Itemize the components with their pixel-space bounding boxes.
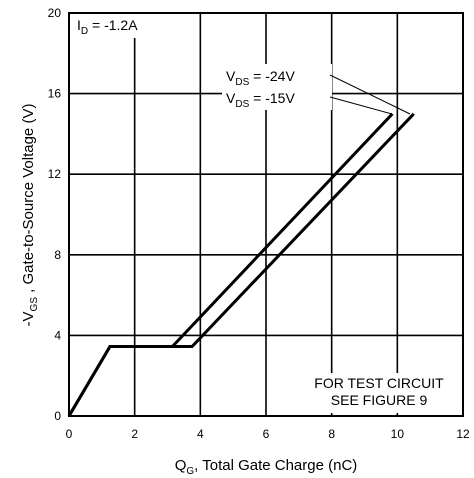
x-tick-label-4: 8 — [328, 427, 335, 441]
test-circuit-box — [294, 373, 462, 413]
series-lines — [67, 112, 415, 417]
x-tick-label-6: 12 — [456, 427, 470, 441]
plot-frame — [68, 12, 464, 417]
vds-legend: VDS = -24V VDS = -15V — [222, 64, 411, 115]
y-tick-labels: 0 4 8 12 16 20 — [48, 6, 62, 423]
vds-legend-box — [222, 64, 332, 110]
vds-15-leader — [329, 96, 393, 115]
series-line-1 — [67, 112, 415, 417]
x-tick-labels: 0 2 4 6 8 10 12 — [66, 427, 470, 441]
x-tick-label-0: 0 — [66, 427, 73, 441]
drain-current-annotation: ID = -1.2A — [69, 13, 163, 38]
x-tick-label-1: 2 — [131, 427, 138, 441]
y-tick-label-0: 0 — [54, 409, 61, 423]
y-tick-label-4: 16 — [48, 87, 62, 101]
y-axis-title: -VGS , Gate-to-Source Voltage (V) — [20, 104, 40, 327]
vds-24-leader — [329, 74, 411, 115]
test-circuit-line1: FOR TEST CIRCUIT — [314, 375, 444, 391]
y-tick-label-2: 8 — [54, 248, 61, 262]
x-tick-label-5: 10 — [391, 427, 405, 441]
test-circuit-line2: SEE FIGURE 9 — [331, 392, 428, 408]
y-tick-label-1: 4 — [54, 328, 61, 342]
x-tick-label-2: 4 — [197, 427, 204, 441]
y-tick-label-3: 12 — [48, 167, 62, 181]
series-line-0 — [67, 112, 394, 417]
drain-current-box — [69, 13, 163, 38]
x-axis-title: QG, Total Gate Charge (nC) — [175, 457, 358, 477]
vds-24-label: VDS = -24V — [226, 68, 295, 88]
drain-current-label: ID = -1.2A — [77, 17, 138, 37]
test-circuit-note: FOR TEST CIRCUIT SEE FIGURE 9 — [294, 373, 462, 413]
y-tick-label-5: 20 — [48, 6, 62, 20]
vds-15-label: VDS = -15V — [226, 90, 295, 110]
x-tick-label-3: 6 — [263, 427, 270, 441]
